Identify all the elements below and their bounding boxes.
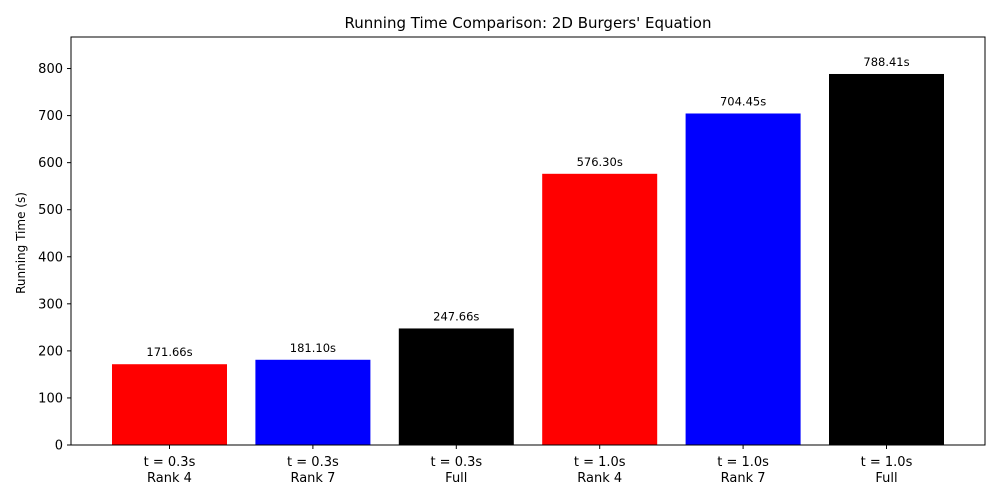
bar (685, 113, 801, 446)
x-tick-label: Rank 4 (147, 471, 192, 486)
y-tick-label: 700 (38, 109, 63, 124)
x-tick-label: Full (875, 471, 897, 486)
x-tick-label: Rank 4 (577, 471, 622, 486)
bar-value-label: 788.41s (863, 55, 909, 69)
bar-value-label: 181.10s (290, 341, 336, 355)
y-tick-label: 0 (55, 439, 63, 454)
x-tick-label: Rank 7 (290, 471, 335, 486)
x-tick-label: t = 1.0s (717, 455, 769, 470)
bar-value-label: 247.66s (433, 309, 479, 323)
bar (255, 359, 371, 445)
y-tick-label: 500 (38, 203, 63, 218)
x-tick-label: t = 0.3s (430, 455, 482, 470)
y-axis-label: Running Time (s) (14, 192, 28, 294)
x-tick-label: t = 0.3s (144, 455, 196, 470)
data-labels-layer: 171.66s 181.10s 247.66s 576.30s 704.45s 788.4… (146, 55, 909, 359)
bar (398, 328, 514, 445)
y-tick-label: 600 (38, 156, 63, 171)
y-tick-label: 200 (38, 344, 63, 359)
bar (112, 364, 227, 445)
chart-title: Running Time Comparison: 2D Burgers' Equ… (345, 14, 712, 32)
x-tick-label: t = 1.0s (574, 455, 626, 470)
bar-value-label: 704.45s (720, 94, 766, 108)
y-tick-label: 300 (38, 297, 63, 312)
y-tick-label: 400 (38, 250, 63, 265)
plot-frame (70, 36, 986, 446)
bars-layer (112, 73, 944, 446)
bar-value-label: 171.66s (146, 345, 192, 359)
y-tick-label: 800 (38, 62, 63, 77)
bar-value-label: 576.30s (577, 155, 623, 169)
x-tick-label: t = 1.0s (861, 455, 913, 470)
x-tick-label: Rank 7 (721, 471, 766, 486)
y-axis: 0 100 200 300 400 500 600 700 800 (38, 62, 71, 454)
bar (542, 173, 658, 446)
x-tick-label: Full (445, 471, 467, 486)
bar (829, 73, 944, 446)
x-tick-label: t = 0.3s (287, 455, 339, 470)
y-tick-label: 100 (38, 391, 63, 406)
